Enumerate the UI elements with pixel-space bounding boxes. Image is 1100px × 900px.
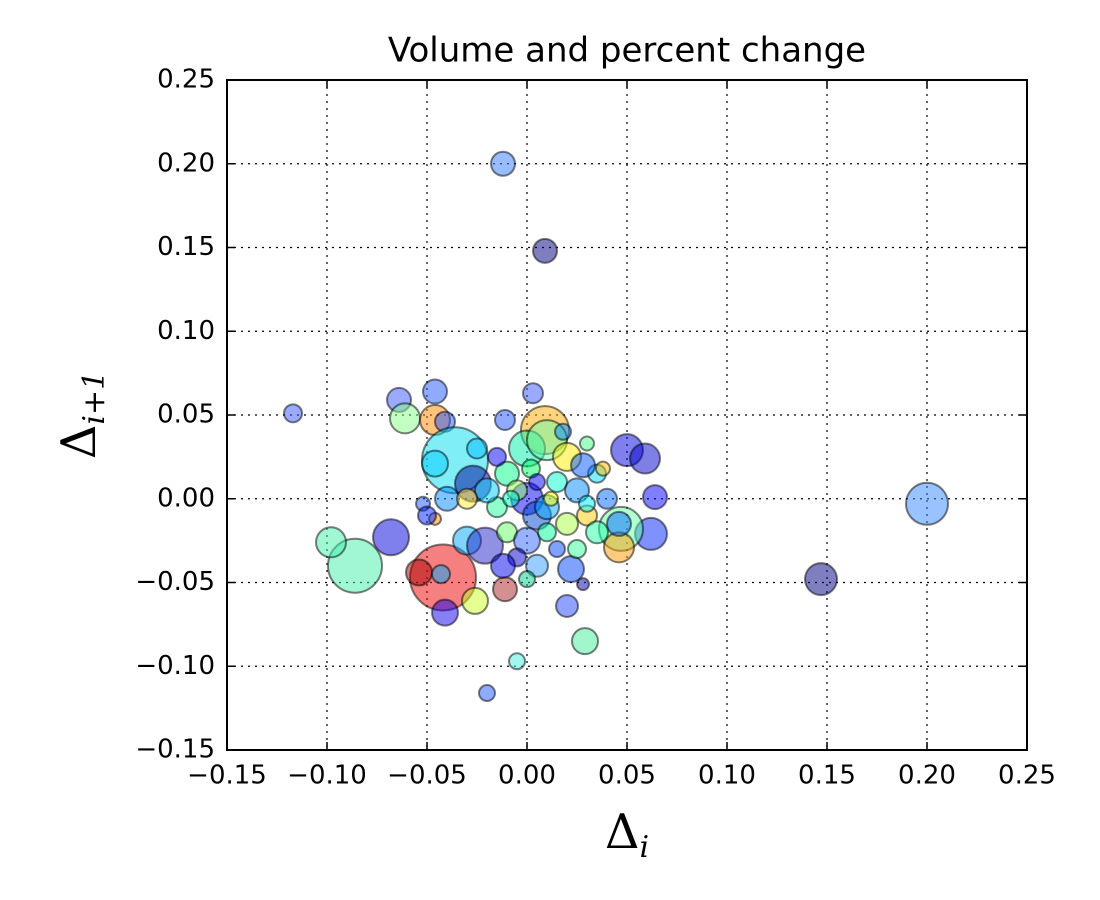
point <box>283 403 303 424</box>
x-label-sub: i <box>640 830 650 865</box>
x-tick-label: 0.05 <box>598 761 656 791</box>
y-tick-label: 0.25 <box>157 65 215 95</box>
point <box>578 494 596 513</box>
point <box>434 485 460 512</box>
point <box>555 511 579 536</box>
point <box>555 593 579 618</box>
point <box>492 576 518 603</box>
y-axis-label: Δi+1 <box>51 371 113 460</box>
y-tick-label: 0.00 <box>157 483 215 513</box>
point <box>576 577 590 592</box>
point <box>513 526 541 555</box>
point <box>595 460 611 477</box>
x-axis-label: Δi <box>605 804 649 866</box>
point <box>494 460 520 487</box>
point <box>421 449 449 478</box>
point <box>372 518 410 557</box>
point <box>461 586 489 615</box>
point <box>629 442 661 475</box>
y-tick-label: 0.15 <box>157 232 215 262</box>
x-tick-label: 0.25 <box>998 761 1056 791</box>
point <box>543 490 559 507</box>
point <box>502 489 520 508</box>
y-tick-label: −0.05 <box>135 567 215 597</box>
point <box>537 522 557 543</box>
point <box>466 526 504 565</box>
point <box>490 150 516 177</box>
x-tick-label: −0.05 <box>387 761 467 791</box>
point <box>522 382 544 405</box>
x-tick-label: −0.10 <box>287 761 367 791</box>
point <box>490 552 516 579</box>
plot-frame <box>226 79 1028 751</box>
point <box>405 558 433 587</box>
y-tick-label: −0.15 <box>135 735 215 765</box>
point <box>642 484 668 511</box>
point <box>474 477 500 504</box>
x-tick-label: 0.00 <box>498 761 556 791</box>
y-label-base: Δ <box>51 425 107 460</box>
point <box>579 435 595 452</box>
y-axis-label-group: Δi+1 <box>51 371 113 460</box>
y-tick-label: 0.20 <box>157 148 215 178</box>
point <box>466 437 488 460</box>
point <box>389 402 421 435</box>
point <box>532 237 558 264</box>
point <box>570 452 596 479</box>
point <box>417 505 437 526</box>
y-tick-label: 0.05 <box>157 400 215 430</box>
point <box>554 422 572 441</box>
point <box>548 540 566 558</box>
point <box>571 627 599 656</box>
chart-title: Volume and percent change <box>388 31 866 71</box>
point <box>508 652 526 671</box>
point <box>606 510 632 537</box>
point <box>315 526 347 559</box>
point <box>567 539 587 559</box>
point <box>456 487 478 510</box>
points <box>283 150 949 703</box>
y-tick-label: 0.10 <box>157 316 215 346</box>
point <box>422 378 448 405</box>
x-tick-label: −0.15 <box>187 761 267 791</box>
point <box>546 471 568 493</box>
x-tick-label: 0.15 <box>798 761 856 791</box>
y-tick-label: −0.10 <box>135 651 215 681</box>
point <box>518 570 536 589</box>
x-tick-label: 0.20 <box>898 761 956 791</box>
point <box>528 473 546 491</box>
point <box>431 564 451 585</box>
point <box>804 562 838 597</box>
point <box>905 481 949 526</box>
point <box>494 409 516 432</box>
x-label-base: Δ <box>605 804 640 860</box>
point <box>585 520 609 545</box>
point <box>525 553 549 578</box>
point <box>487 446 507 467</box>
point <box>596 487 618 510</box>
y-label-sub: i+1 <box>77 371 112 425</box>
x-tick-label: 0.10 <box>698 761 756 791</box>
point <box>478 684 496 703</box>
point <box>431 598 459 627</box>
